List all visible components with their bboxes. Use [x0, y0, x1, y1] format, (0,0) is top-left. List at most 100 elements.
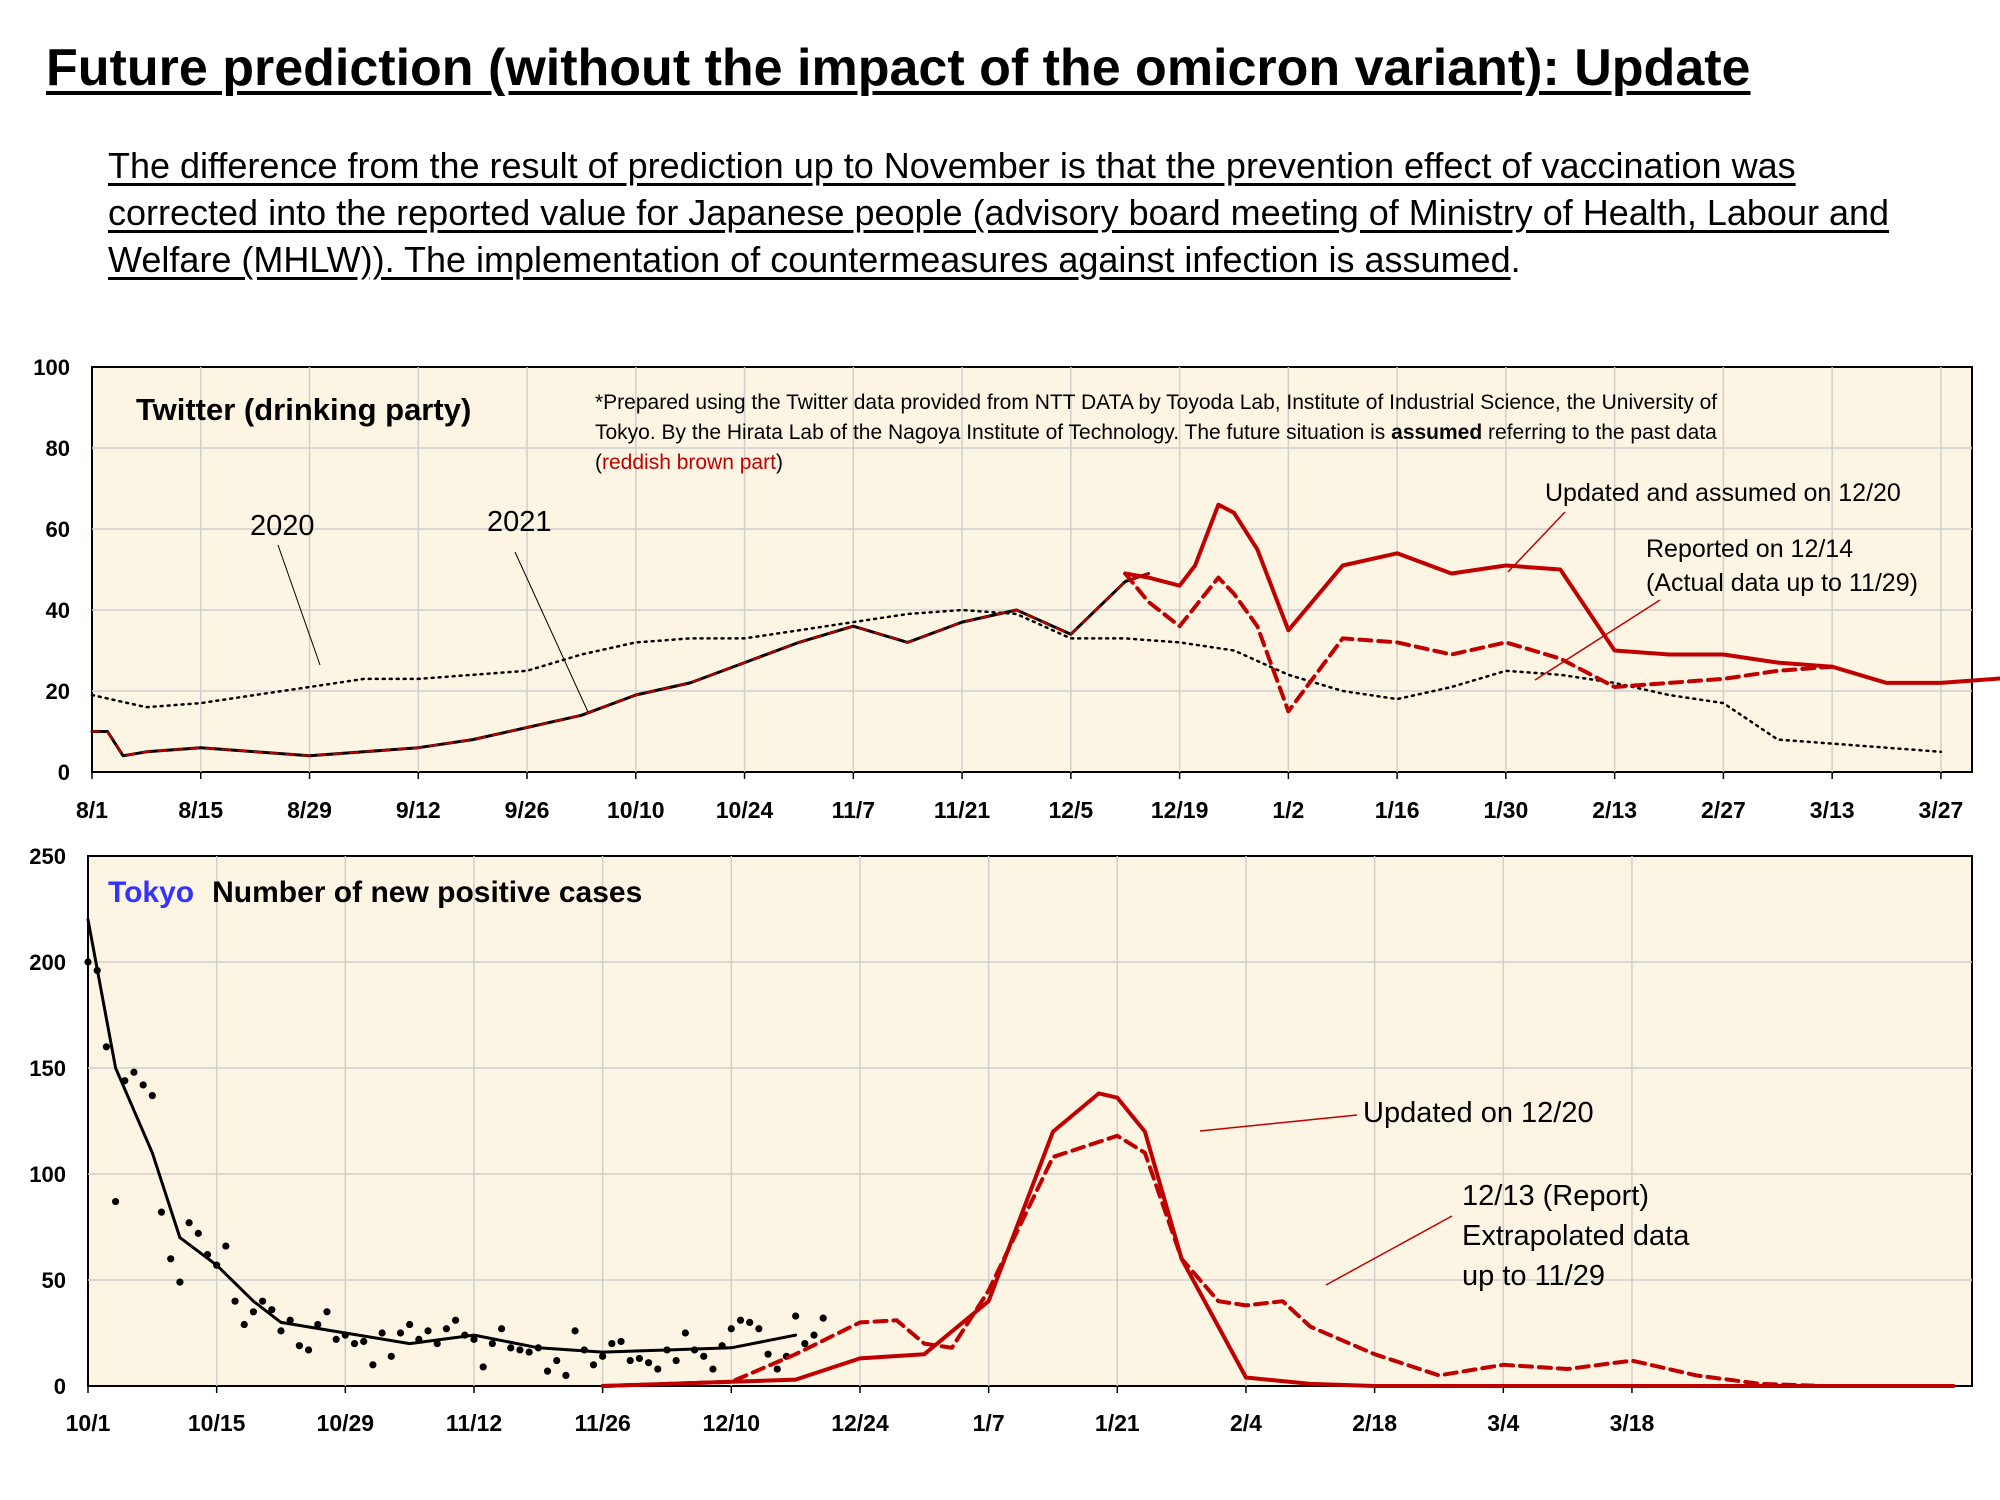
data-point [249, 1308, 258, 1316]
label-report-line1: 12/13 (Report) [1462, 1180, 1649, 1212]
data-point [672, 1356, 680, 1365]
data-point [102, 1043, 110, 1051]
intro-period: . [1510, 239, 1521, 280]
tokyo-x-axis: 10/1 10/15 10/29 11/12 11/26 12/10 12/24 1/7 1/2… [66, 1386, 1655, 1436]
twitter-note-line2: Tokyo. By the Hirata Lab of the Nagoya I… [595, 421, 1717, 444]
twitter-series [90, 502, 2000, 758]
x-tick-label: 8/15 [178, 797, 223, 823]
x-tick-label: 10/24 [716, 797, 774, 823]
twitter-note-line2-bold: assumed [1391, 421, 1482, 444]
label-updated-1220: Updated on 12/20 [1363, 1097, 1594, 1129]
pointer-2020 [277, 544, 321, 666]
data-point [185, 1219, 193, 1227]
twitter-plot-area [91, 366, 1973, 773]
x-tick-label: 10/10 [607, 797, 665, 823]
twitter-chart-title: Twitter (drinking party) [136, 392, 471, 427]
y-tick-label: 80 [46, 436, 70, 461]
y-tick-label: 0 [58, 760, 70, 785]
data-point [497, 1325, 506, 1333]
data-point [599, 1352, 607, 1360]
tokyo-plot-area [87, 855, 1973, 1387]
y-tick-label: 100 [33, 355, 70, 380]
label-report-line3: up to 11/29 [1462, 1260, 1605, 1292]
data-point [378, 1329, 386, 1337]
data-point [700, 1352, 708, 1360]
data-point [626, 1356, 634, 1365]
data-point [792, 1312, 800, 1320]
data-point [525, 1348, 533, 1356]
label-2021: 2021 [487, 506, 552, 538]
data-point [277, 1327, 285, 1335]
series-line-2 [1123, 502, 2000, 685]
data-point [516, 1346, 524, 1354]
data-point [222, 1242, 230, 1250]
data-point [608, 1340, 616, 1348]
data-point [84, 958, 92, 966]
x-tick-label: 2/18 [1352, 1410, 1397, 1436]
x-tick-label: 12/10 [703, 1410, 761, 1436]
x-tick-label: 3/18 [1610, 1410, 1655, 1436]
tokyo-title-text: Number of new positive cases [212, 876, 642, 909]
data-point [268, 1306, 276, 1314]
twitter-y-axis: 0 20 40 60 80 100 [33, 355, 70, 785]
data-point [589, 1361, 598, 1369]
x-tick-label: 10/15 [188, 1410, 246, 1436]
x-tick-label: 2/27 [1701, 797, 1746, 823]
x-tick-label: 8/1 [76, 797, 108, 823]
intro-paragraph: The difference from the result of predic… [108, 142, 1898, 283]
tokyo-series [84, 918, 1956, 1388]
y-tick-label: 150 [29, 1056, 66, 1081]
data-point [148, 1091, 156, 1100]
data-point [755, 1325, 763, 1333]
data-point [194, 1229, 202, 1237]
data-point [157, 1208, 166, 1216]
data-point [470, 1335, 478, 1343]
data-point [727, 1325, 735, 1333]
data-point [810, 1331, 818, 1339]
data-point [369, 1361, 377, 1369]
x-tick-label: 11/26 [575, 1410, 631, 1436]
x-tick-label: 11/12 [446, 1410, 502, 1436]
data-point [314, 1320, 322, 1329]
data-point [111, 1197, 120, 1206]
data-point [488, 1340, 496, 1348]
data-point [645, 1359, 653, 1367]
data-point [231, 1297, 239, 1305]
y-tick-label: 40 [46, 598, 70, 623]
y-tick-label: 100 [29, 1162, 66, 1187]
series-line-3 [600, 1133, 1956, 1388]
data-point [764, 1350, 772, 1358]
twitter-note-line3-open: ( [595, 451, 602, 474]
label-2020: 2020 [250, 510, 315, 542]
x-tick-label: 12/5 [1048, 797, 1093, 823]
x-tick-label: 9/26 [505, 797, 550, 823]
data-point [442, 1325, 451, 1333]
intro-text: The difference from the result of predic… [108, 145, 1890, 280]
tokyo-y-axis: 0 50 100 150 200 250 [29, 844, 66, 1399]
series-line-3 [1123, 571, 1835, 714]
data-point [387, 1352, 395, 1360]
series-overlay-2021 [91, 572, 1150, 757]
pointer-reported [1534, 599, 1661, 681]
data-point [819, 1314, 827, 1322]
data-point [773, 1365, 781, 1373]
twitter-note-line3: (reddish brown part) [595, 451, 783, 474]
x-tick-label: 10/1 [66, 1410, 111, 1436]
x-tick-label: 1/7 [973, 1410, 1005, 1436]
page-title: Future prediction (without the impact of… [46, 39, 1751, 97]
data-point [424, 1327, 432, 1335]
data-point [167, 1255, 175, 1263]
x-tick-label: 3/13 [1810, 797, 1855, 823]
x-tick-label: 3/4 [1487, 1410, 1519, 1436]
data-point [654, 1365, 662, 1373]
data-point [681, 1329, 689, 1337]
x-tick-label: 8/29 [287, 797, 332, 823]
data-point [396, 1329, 405, 1337]
x-tick-label: 1/16 [1375, 797, 1420, 823]
x-tick-label: 9/12 [396, 797, 441, 823]
data-point [406, 1320, 414, 1329]
data-point [332, 1335, 340, 1343]
series-line-1 [86, 918, 798, 1354]
y-tick-label: 50 [42, 1268, 66, 1293]
data-point [553, 1356, 561, 1365]
